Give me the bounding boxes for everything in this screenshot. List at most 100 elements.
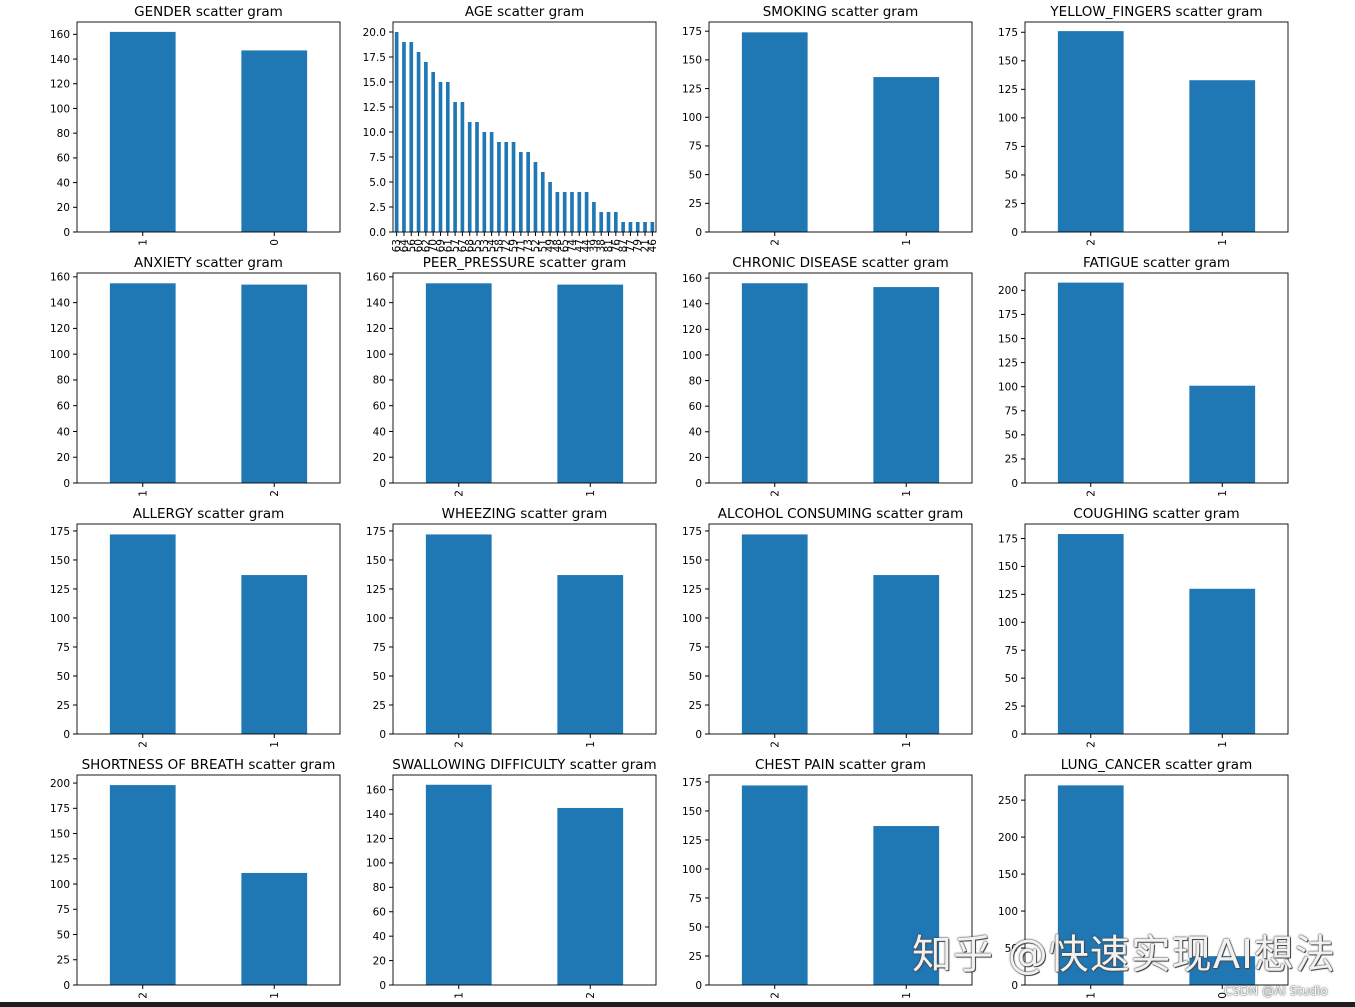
y-tick-label: 60	[57, 153, 70, 165]
axes-frame	[708, 21, 973, 233]
bar	[241, 50, 308, 232]
bar	[1189, 80, 1256, 233]
y-tick-label: 7.5	[369, 152, 386, 164]
bar	[741, 785, 808, 985]
y-tick-label: 125	[998, 589, 1018, 601]
y-tick-label: 200	[998, 832, 1018, 844]
axes-frame	[708, 774, 973, 986]
x-tick-label: 56	[406, 239, 418, 253]
y-tick-label: 160	[366, 784, 386, 796]
x-tick-label: 38	[596, 239, 608, 252]
bar	[453, 102, 457, 232]
bar	[635, 222, 640, 232]
x-tick-label: 2	[1085, 741, 1097, 748]
bar	[511, 142, 516, 232]
subplot-2: AGE scatter gram 0.0 2.5 5.0 7.5 10.0 12.5 15.0…	[363, 4, 659, 252]
bar	[109, 283, 176, 483]
y-tick-label: 120	[366, 323, 386, 335]
bar	[402, 42, 406, 232]
y-tick-label: 75	[57, 904, 70, 916]
y-tick-label: 50	[57, 929, 70, 941]
y-tick-label: 2.5	[369, 202, 386, 214]
x-tick-label: 1	[1217, 239, 1229, 246]
subplot-15: CHEST PAIN scatter gram 0 25 50 75 100 125 150 1…	[682, 757, 973, 999]
subplot-title: SHORTNESS OF BREATH scatter gram	[82, 757, 336, 773]
y-tick-label: 0	[1011, 980, 1018, 992]
y-tick-label: 160	[50, 272, 70, 284]
y-tick-label: 0	[63, 729, 70, 741]
y-tick-label: 60	[689, 401, 702, 413]
bar	[425, 784, 492, 985]
y-tick-label: 140	[50, 54, 70, 66]
y-tick-label: 25	[689, 700, 702, 712]
y-tick-label: 80	[373, 882, 386, 894]
subplot-9: ALLERGY scatter gram 0 25 50 75 100 125 150 175 2…	[50, 506, 341, 748]
subplot-12: COUGHING scatter gram 0 25 50 75 100 125 150 175…	[998, 506, 1289, 748]
x-tick-label: 1	[1217, 490, 1229, 497]
y-tick-label: 0	[695, 478, 702, 490]
x-tick-label: 57	[450, 239, 462, 252]
y-tick-label: 12.5	[363, 102, 386, 114]
y-tick-label: 175	[682, 526, 702, 538]
y-tick-label: 50	[57, 671, 70, 683]
subplot-title: PEER_PRESSURE scatter gram	[423, 255, 627, 271]
subplot-title: GENDER scatter gram	[134, 4, 283, 20]
bar	[621, 222, 625, 232]
y-tick-label: 75	[1005, 406, 1018, 418]
y-tick-label: 75	[373, 642, 386, 654]
y-tick-label: 40	[373, 931, 386, 943]
x-tick-label: 2	[585, 992, 597, 999]
y-tick-label: 0	[379, 980, 386, 992]
bar	[562, 192, 567, 232]
x-tick-label: 2	[769, 992, 781, 999]
csdn-watermark: CSDN @AI Studio	[1224, 984, 1328, 998]
y-tick-label: 125	[998, 357, 1018, 369]
y-tick-label: 75	[57, 642, 70, 654]
bar	[504, 142, 509, 232]
bar	[109, 534, 176, 734]
subplot-title: CHRONIC DISEASE scatter gram	[732, 255, 949, 271]
bar	[241, 872, 308, 985]
bar	[438, 82, 443, 232]
y-tick-label: 150	[366, 555, 386, 567]
x-tick-label: 2	[269, 490, 281, 497]
y-tick-label: 150	[682, 55, 702, 67]
x-tick-label: 1	[137, 490, 149, 497]
bar	[548, 182, 552, 232]
subplot-5: ANXIETY scatter gram 0 20 40 60 80 100 120 140 16…	[50, 255, 341, 497]
y-tick-label: 25	[57, 700, 70, 712]
y-tick-label: 120	[50, 323, 70, 335]
bar	[557, 284, 624, 483]
y-tick-label: 50	[689, 671, 702, 683]
bar	[1057, 785, 1124, 985]
axes-frame	[392, 21, 657, 233]
zhihu-watermark: 知乎 @快速实现AI想法	[912, 932, 1336, 978]
y-tick-label: 175	[50, 803, 70, 815]
x-tick-label: 1	[137, 239, 149, 246]
x-tick-label: 21	[640, 239, 652, 252]
x-tick-label: 68	[464, 239, 476, 252]
y-tick-label: 175	[50, 526, 70, 538]
y-tick-label: 120	[366, 833, 386, 845]
bar	[1189, 956, 1256, 985]
x-tick-label: 81	[603, 239, 615, 252]
bar	[445, 82, 450, 232]
y-tick-label: 100	[366, 349, 386, 361]
bar	[425, 534, 492, 734]
y-tick-label: 150	[682, 555, 702, 567]
x-tick-label: 39	[588, 239, 600, 252]
axes-frame	[392, 774, 657, 986]
y-tick-label: 175	[682, 26, 702, 38]
y-tick-label: 0	[1011, 478, 1018, 490]
y-tick-label: 100	[366, 858, 386, 870]
subplot-title: CHEST PAIN scatter gram	[755, 757, 926, 773]
axes-frame	[1024, 21, 1289, 233]
bar	[873, 77, 940, 232]
bar	[557, 575, 624, 734]
y-tick-label: 200	[50, 778, 70, 790]
y-tick-label: 80	[373, 375, 386, 387]
y-tick-label: 100	[50, 103, 70, 115]
y-tick-label: 60	[57, 400, 70, 412]
x-tick-label: 47	[574, 239, 586, 252]
